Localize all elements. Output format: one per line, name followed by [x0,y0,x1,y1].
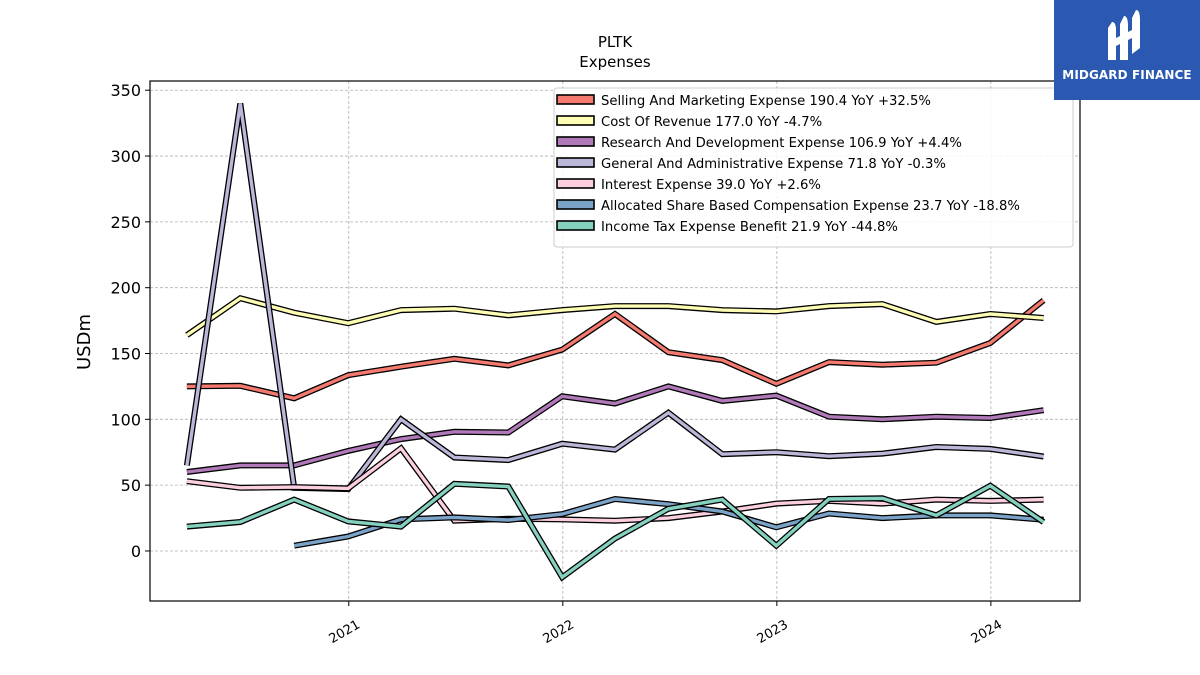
y-tick-label: 250 [110,213,141,232]
legend-label: Cost Of Revenue 177.0 YoY -4.7% [601,115,822,130]
legend-swatch [556,178,595,189]
brand-name: MIDGARD FINANCE [1062,68,1192,82]
midgard-logo-icon [1108,10,1140,60]
series-line [186,298,1045,401]
legend-swatch [556,94,595,105]
legend-item: General And Administrative Expense 71.8 … [556,157,946,172]
chart-subtitle: Expenses [579,53,651,71]
legend: Selling And Marketing Expense 190.4 YoY … [553,87,1074,248]
legend-item: Research And Development Expense 106.9 Y… [556,136,962,151]
series-lines [183,102,1046,582]
legend-label: Selling And Marketing Expense 190.4 YoY … [601,94,931,109]
legend-swatch [556,115,595,126]
legend-swatch [556,220,595,231]
legend-label: General And Administrative Expense 71.8 … [601,157,946,172]
series-3 [186,383,1045,475]
legend-item: Cost Of Revenue 177.0 YoY -4.7% [556,115,822,130]
series-7 [186,480,1046,582]
x-tick-label: 2024 [969,617,1005,647]
series-line [185,296,1044,337]
legend-item: Interest Expense 39.0 YoY +2.6% [556,178,821,193]
legend-label: Interest Expense 39.0 YoY +2.6% [601,178,821,193]
y-tick-label: 200 [110,279,141,298]
x-tick-label: 2021 [327,617,363,647]
legend-label: Research And Development Expense 106.9 Y… [601,136,962,151]
y-tick-label: 150 [110,345,141,364]
legend-swatch [556,157,595,168]
y-axis: 0 50 100 150 200 250 300 350 [110,81,150,561]
x-tick-label: 2023 [755,617,791,647]
series-1 [186,297,1046,402]
x-tick-label: 2022 [541,617,577,647]
legend-label: Income Tax Expense Benefit 21.9 YoY -44.… [601,220,898,235]
chart-title: PLTK [598,33,633,51]
series-6 [293,495,1044,549]
y-tick-label: 50 [121,476,141,495]
y-tick-label: 100 [110,410,141,429]
legend-box [553,87,1074,248]
legend-item: Selling And Marketing Expense 190.4 YoY … [556,94,931,109]
x-axis: 2021 2022 2023 2024 [327,601,1005,647]
legend-label: Allocated Share Based Compensation Expen… [601,199,1020,214]
legend-item: Allocated Share Based Compensation Expen… [556,199,1020,214]
legend-swatch [556,199,595,210]
y-tick-label: 350 [110,81,141,100]
plot-frame [149,80,1081,602]
y-axis-label: USDm [74,314,95,370]
brand-logo: MIDGARD FINANCE [1054,0,1200,100]
legend-item: Income Tax Expense Benefit 21.9 YoY -44.… [556,220,898,235]
legend-swatch [556,136,595,147]
y-tick-label: 0 [131,542,141,561]
series-line [186,482,1045,580]
y-tick-label: 300 [110,147,141,166]
series-line [293,497,1044,548]
series-line [186,384,1044,474]
series-2 [185,294,1044,338]
